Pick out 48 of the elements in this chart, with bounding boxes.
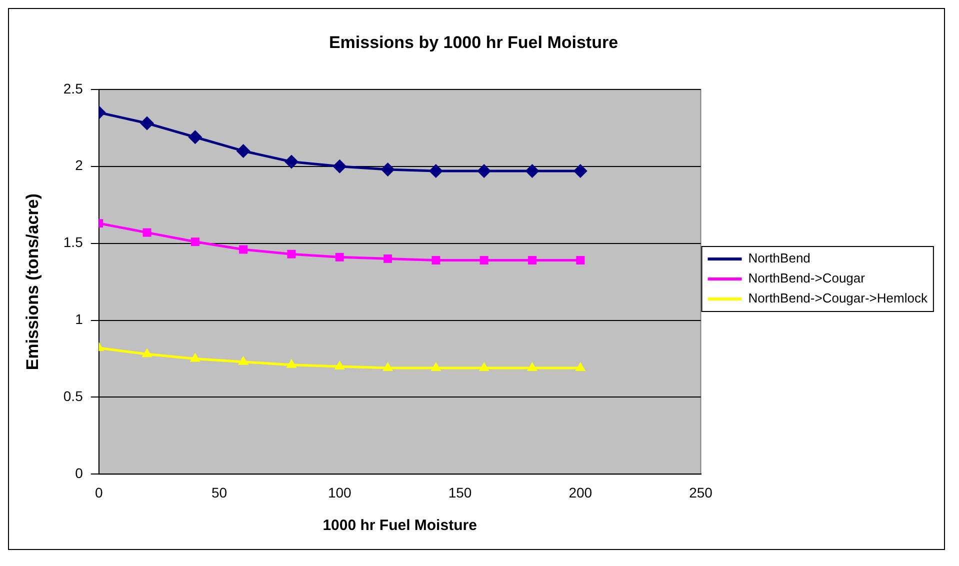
point <box>525 164 540 178</box>
point <box>142 348 152 358</box>
x-tick-label: 250 <box>689 484 713 500</box>
y-axis-title: Emissions (tons/acre) <box>22 193 42 370</box>
point <box>190 352 200 362</box>
point <box>188 130 202 144</box>
point <box>286 358 297 368</box>
point <box>432 256 440 264</box>
point <box>140 116 154 130</box>
point <box>428 164 443 178</box>
point <box>528 256 536 264</box>
point <box>384 254 392 263</box>
y-tick-label: 1.5 <box>63 234 84 250</box>
legend-label: NorthBend <box>748 250 810 266</box>
y-tick-label: 0 <box>75 465 84 482</box>
point <box>190 238 200 246</box>
point <box>477 164 492 178</box>
x-tick-label: 150 <box>448 484 472 500</box>
y-tick-label: 1 <box>75 311 84 328</box>
x-tick-label: 0 <box>94 484 103 500</box>
point <box>239 245 248 254</box>
legend-label: NorthBend->Cougar->Hemlock <box>748 290 928 306</box>
x-axis-title: 1000 hr Fuel Moisture <box>322 517 477 534</box>
point <box>380 162 395 176</box>
legend-label: NorthBend->Cougar <box>748 270 866 286</box>
point <box>287 250 296 258</box>
point <box>527 362 538 371</box>
point <box>284 154 298 169</box>
point <box>430 362 442 371</box>
point <box>575 362 586 371</box>
point <box>334 360 345 370</box>
x-tick-label: 200 <box>568 484 592 500</box>
point <box>335 252 344 262</box>
point <box>238 356 249 365</box>
point <box>236 144 250 158</box>
point <box>480 256 488 264</box>
y-tick-label: 2.5 <box>63 80 84 96</box>
x-tick-label: 50 <box>211 484 228 500</box>
point <box>573 164 588 178</box>
y-tick-label: 2 <box>75 157 84 174</box>
chart-title: Emissions by 1000 hr Fuel Moisture <box>328 32 618 52</box>
x-tick-label: 100 <box>328 484 352 500</box>
point <box>332 159 347 174</box>
point <box>576 256 585 264</box>
y-tick-label: 0.5 <box>63 388 84 404</box>
point <box>478 362 490 371</box>
point <box>142 228 152 237</box>
point <box>382 362 393 371</box>
